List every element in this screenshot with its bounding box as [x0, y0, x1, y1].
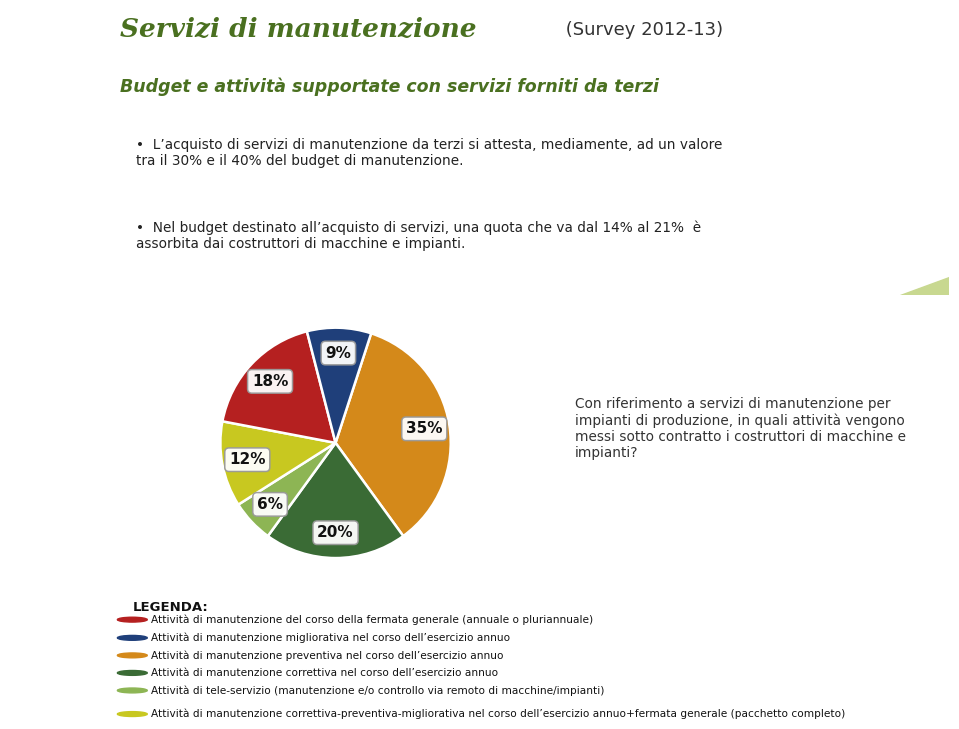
Text: 35%: 35% [406, 421, 442, 437]
Circle shape [117, 671, 148, 675]
Circle shape [117, 688, 148, 693]
Text: Budget e attività supportate con servizi forniti da terzi: Budget e attività supportate con servizi… [121, 77, 660, 96]
Text: 18%: 18% [252, 374, 289, 389]
Circle shape [117, 617, 148, 622]
Text: School of Management: School of Management [50, 557, 60, 682]
Wedge shape [238, 443, 336, 536]
Text: Attività di tele-servizio (manutenzione e/o controllo via remoto di macchine/imp: Attività di tele-servizio (manutenzione … [152, 685, 605, 695]
Circle shape [117, 712, 148, 717]
Text: (Survey 2012-13): (Survey 2012-13) [560, 20, 723, 39]
Text: Attività di manutenzione preventiva nel corso dell’esercizio annuo: Attività di manutenzione preventiva nel … [152, 650, 503, 660]
Text: Attività di manutenzione del corso della fermata generale (annuale o pluriannual: Attività di manutenzione del corso della… [152, 615, 594, 625]
Text: 6%: 6% [257, 497, 283, 512]
Circle shape [117, 653, 148, 658]
Text: Attività di manutenzione correttiva-preventiva-migliorativa nel corso dell’eserc: Attività di manutenzione correttiva-prev… [152, 709, 846, 720]
Wedge shape [268, 443, 403, 558]
Text: Attività di manutenzione correttiva nel corso dell’esercizio annuo: Attività di manutenzione correttiva nel … [152, 668, 499, 678]
Text: Con riferimento a servizi di manutenzione per
impianti di produzione, in quali a: Con riferimento a servizi di manutenzion… [575, 397, 906, 460]
Polygon shape [900, 278, 949, 295]
Circle shape [117, 636, 148, 640]
Wedge shape [307, 328, 371, 443]
Wedge shape [222, 331, 336, 443]
Text: Attività di manutenzione migliorativa nel corso dell’esercizio annuo: Attività di manutenzione migliorativa ne… [152, 633, 510, 643]
Text: Servizi di manutenzione: Servizi di manutenzione [121, 17, 477, 42]
Wedge shape [221, 421, 336, 504]
Text: 12%: 12% [229, 452, 266, 467]
Text: 9%: 9% [325, 346, 351, 361]
Text: LEGENDA:: LEGENDA: [132, 601, 208, 614]
Text: •  Nel budget destinato all’acquisto di servizi, una quota che va dal 14% al 21%: • Nel budget destinato all’acquisto di s… [136, 220, 702, 251]
Wedge shape [336, 333, 451, 536]
Text: 16: 16 [30, 82, 81, 115]
Text: •  L’acquisto di servizi di manutenzione da terzi si attesta, mediamente, ad un : • L’acquisto di servizi di manutenzione … [136, 138, 723, 168]
Text: 20%: 20% [317, 525, 354, 540]
